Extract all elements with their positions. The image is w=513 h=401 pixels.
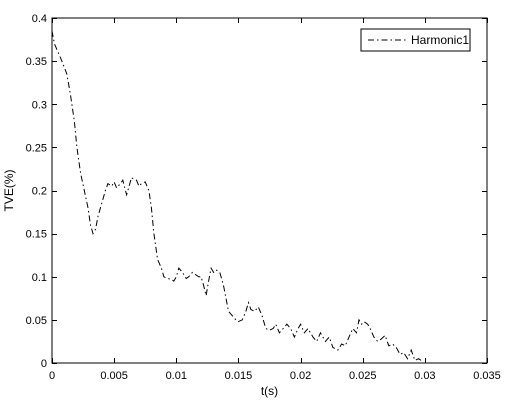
legend: Harmonic1 (360, 28, 471, 52)
x-axis-label: t(s) (261, 384, 278, 398)
legend-entry-label: Harmonic1 (411, 33, 469, 47)
x-tick-label: 0.03 (414, 370, 435, 382)
series-group (51, 30, 423, 362)
ticks-group: 0 0.005 0.01 0.015 0.02 0.025 0.03 0.035 0 0.05 0.… (26, 13, 501, 382)
x-tick-label: 0.01 (166, 370, 187, 382)
y-axis-label: TVE(%) (2, 169, 16, 211)
axes-group (51, 17, 488, 364)
y-tick-label: 0 (41, 358, 47, 370)
y-tick-label: 0.35 (26, 56, 47, 68)
y-tick-label: 0.1 (32, 272, 47, 284)
plot-area-frame (51, 17, 488, 364)
x-tick-label: 0.015 (225, 370, 253, 382)
legend-box (360, 28, 471, 52)
y-tick-label: 0.3 (32, 99, 47, 111)
series-line-harmonic1 (51, 30, 423, 362)
x-tick-label: 0.025 (349, 370, 377, 382)
x-tick-label: 0 (49, 370, 55, 382)
x-tick-label: 0.035 (473, 370, 501, 382)
x-tick-label: 0.02 (290, 370, 311, 382)
y-tick-label: 0.05 (26, 315, 47, 327)
x-tick-label: 0.005 (100, 370, 128, 382)
y-tick-label: 0.15 (26, 229, 47, 241)
y-tick-label: 0.25 (26, 142, 47, 154)
y-tick-label: 0.2 (32, 186, 47, 198)
y-tick-label: 0.4 (32, 13, 47, 25)
